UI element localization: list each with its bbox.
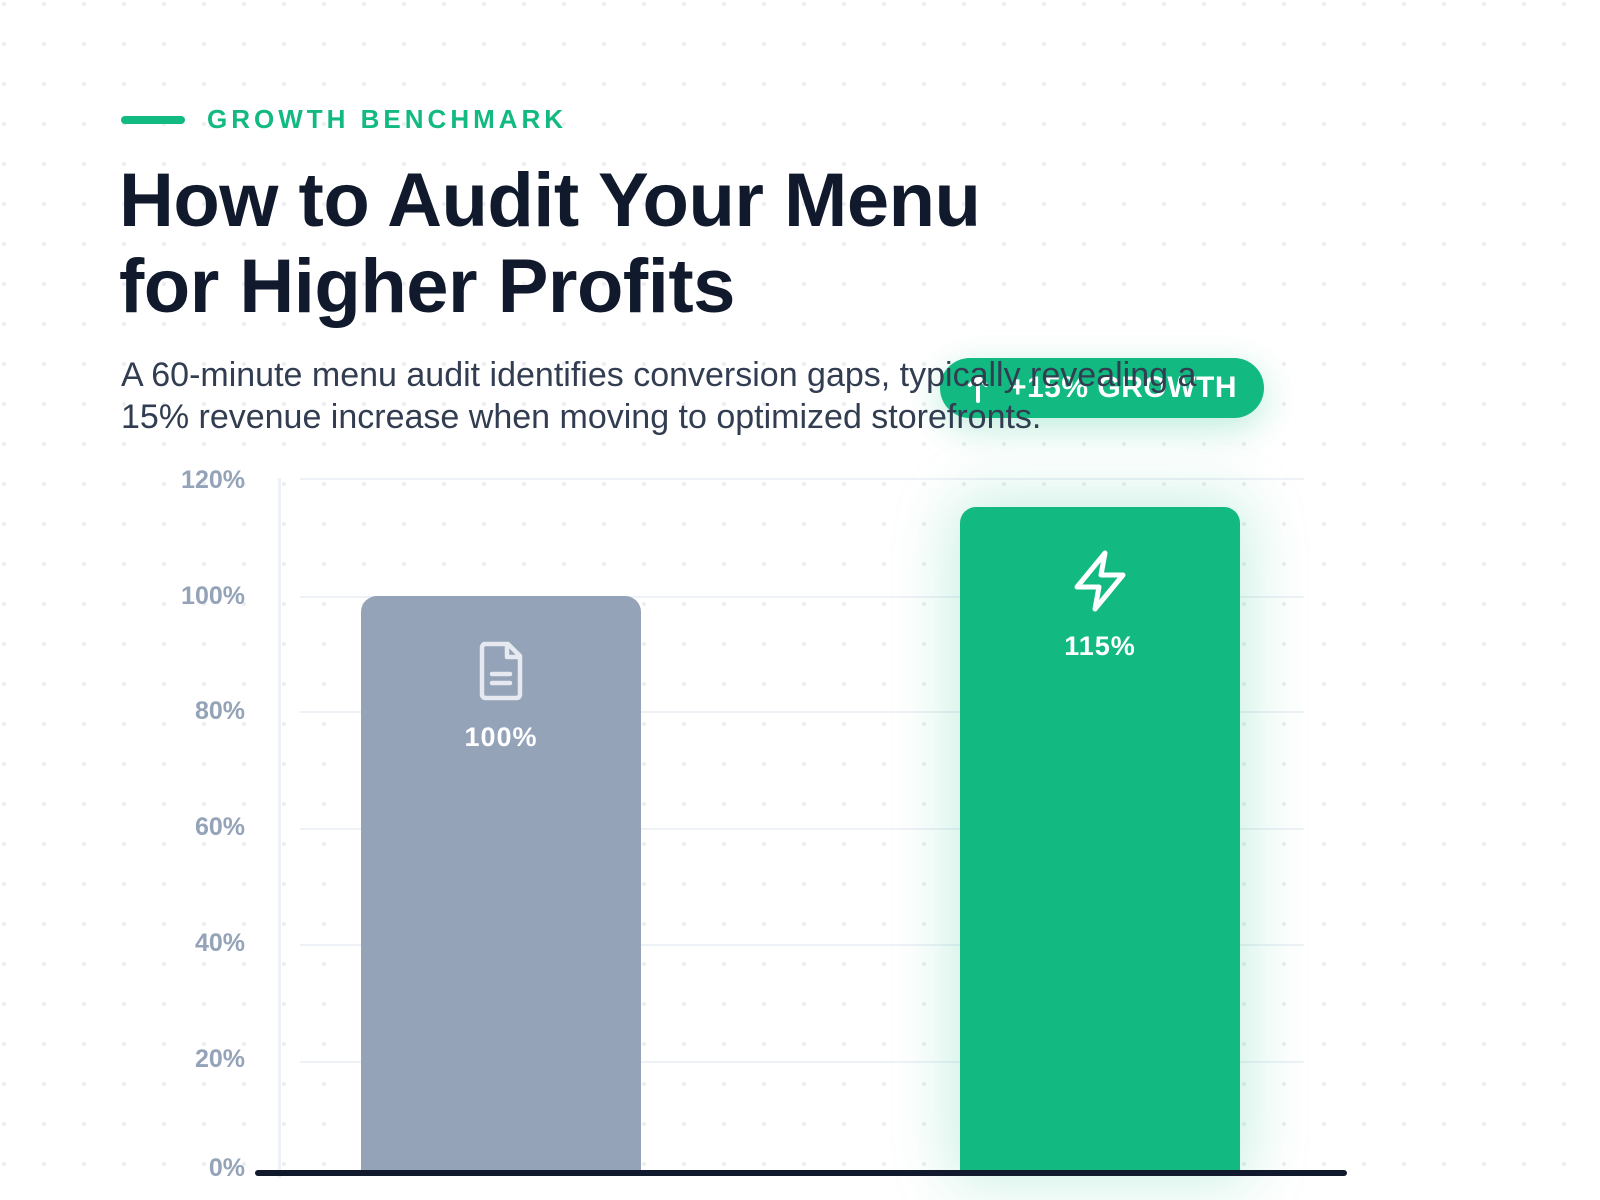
y-axis-line: [278, 478, 281, 1178]
eyebrow-accent-bar: [121, 115, 185, 124]
page-title: How to Audit Your Menu for Higher Profit…: [119, 158, 1119, 330]
arrow-up-icon: [967, 375, 988, 403]
title-line-1: How to Audit Your Menu: [119, 158, 981, 243]
document-icon: [479, 641, 523, 701]
lightning-icon: [1074, 550, 1126, 612]
title-line-2: for Higher Profits: [119, 244, 735, 329]
y-tick-100: 100%: [181, 582, 245, 610]
growth-badge: +15% GROWTH: [940, 358, 1264, 418]
y-tick-20: 20%: [194, 1045, 245, 1073]
bar-baseline: 100%: [361, 596, 641, 1172]
y-tick-60: 60%: [194, 813, 245, 841]
gridline-120: [300, 478, 1304, 480]
gridline-20: [300, 1061, 1304, 1063]
y-tick-80: 80%: [194, 697, 245, 725]
y-tick-120: 120%: [181, 466, 245, 494]
gridline-100: [300, 596, 1304, 598]
bar-value-baseline: 100%: [464, 722, 538, 752]
eyebrow-label: GROWTH BENCHMARK: [207, 104, 568, 134]
subtitle: A 60-minute menu audit identifies conver…: [121, 356, 1197, 436]
x-axis-baseline: [255, 1170, 1347, 1176]
gridline-60: [300, 828, 1304, 830]
y-tick-0: 0%: [208, 1154, 245, 1182]
bar-optimized: 115%: [960, 507, 1240, 1172]
growth-badge-label: +15% GROWTH: [1008, 371, 1238, 404]
gridline-40: [300, 944, 1304, 946]
y-tick-40: 40%: [194, 929, 245, 957]
gridline-80: [300, 711, 1304, 713]
eyebrow: GROWTH BENCHMARK: [121, 104, 567, 135]
bar-value-optimized: 115%: [1064, 631, 1136, 661]
